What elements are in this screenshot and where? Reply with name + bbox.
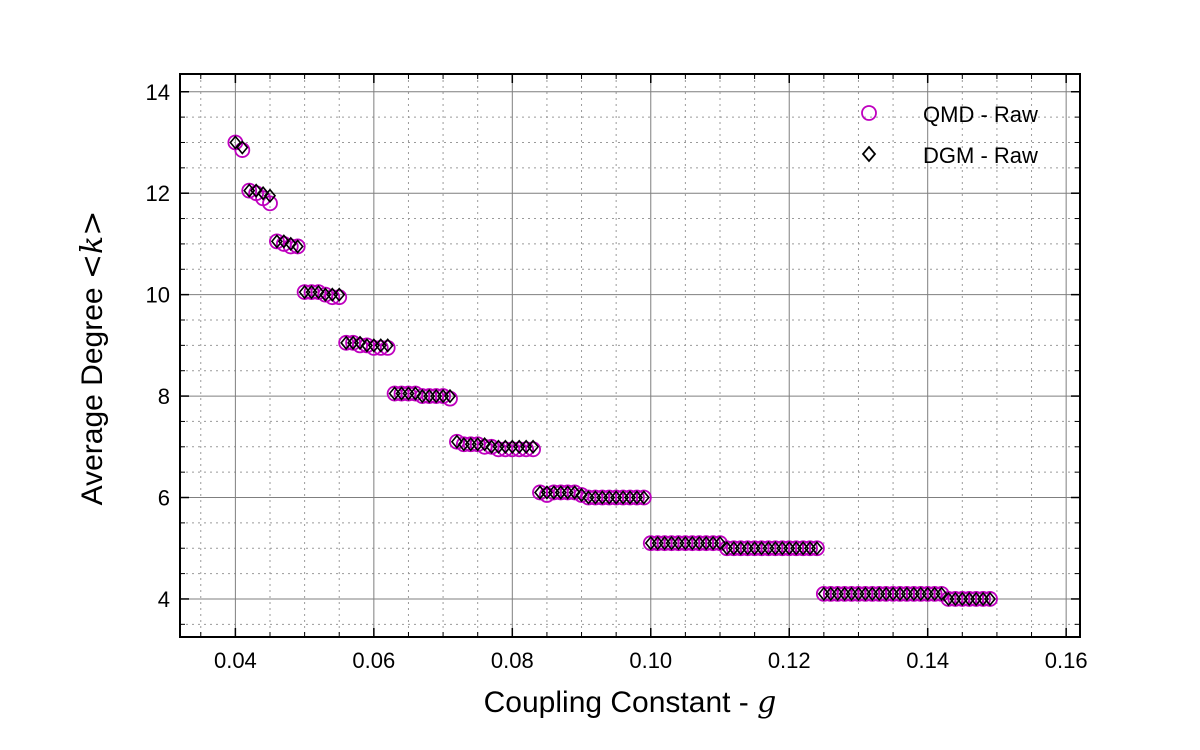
y-axis-title: Average Degree <k> bbox=[75, 211, 110, 506]
dgm-point bbox=[637, 490, 650, 505]
legend-qmd-marker bbox=[861, 105, 877, 121]
y-tick-label: 12 bbox=[146, 181, 170, 206]
legend: QMD - Raw DGM - Raw bbox=[861, 102, 1038, 168]
dgm-point bbox=[478, 437, 491, 452]
qmd-point bbox=[525, 441, 541, 458]
qmd-point bbox=[262, 195, 278, 212]
qmd-point bbox=[234, 142, 251, 158]
dgm-point bbox=[983, 591, 997, 607]
dgm-point bbox=[353, 335, 367, 351]
x-tick-label: 0.16 bbox=[1045, 648, 1088, 673]
qmd-point bbox=[518, 441, 535, 458]
dgm-point bbox=[810, 540, 823, 556]
dgm-point bbox=[443, 388, 457, 404]
qmd-point bbox=[331, 289, 348, 306]
x-tick-label: 0.14 bbox=[906, 648, 949, 673]
qmd-point bbox=[379, 339, 396, 356]
dgm-point bbox=[229, 135, 242, 150]
qmd-point bbox=[324, 289, 341, 306]
minor-grid bbox=[180, 74, 1080, 637]
qmd-point bbox=[372, 339, 389, 356]
dgm-point bbox=[312, 284, 325, 300]
dgm-point bbox=[277, 234, 290, 249]
x-tick-label: 0.04 bbox=[214, 648, 257, 673]
dgm-point bbox=[236, 140, 249, 155]
dgm-point bbox=[333, 287, 346, 302]
data-points bbox=[227, 134, 998, 607]
qmd-point bbox=[442, 390, 458, 407]
dgm-point bbox=[291, 239, 304, 254]
x-tick-label: 0.06 bbox=[352, 648, 395, 673]
dgm-point bbox=[575, 487, 588, 503]
dgm-point bbox=[263, 188, 277, 203]
x-tick-label: 0.12 bbox=[768, 648, 811, 673]
dgm-point bbox=[568, 485, 581, 500]
x-axis-title: Coupling Constant - g bbox=[484, 685, 777, 720]
legend-dgm-label: DGM - Raw bbox=[923, 143, 1038, 168]
legend-dgm-marker bbox=[861, 145, 877, 163]
dgm-point bbox=[381, 338, 394, 353]
x-tick-label: 0.10 bbox=[629, 648, 672, 673]
dgm-point bbox=[713, 535, 727, 551]
y-tick-label: 8 bbox=[158, 384, 170, 409]
dgm-point bbox=[409, 386, 422, 401]
dgm-point bbox=[257, 185, 270, 201]
tick-labels: 0.04 0.06 0.08 0.10 0.12 0.14 0.16 4 6 8 10 12 14 bbox=[146, 80, 1088, 673]
dgm-point bbox=[450, 434, 463, 449]
y-tick-label: 10 bbox=[146, 283, 170, 308]
dgm-point bbox=[284, 236, 297, 252]
y-tick-label: 14 bbox=[146, 80, 170, 105]
axis-ticks bbox=[180, 74, 1080, 637]
dgm-point bbox=[935, 586, 948, 602]
dgm-point bbox=[527, 439, 540, 455]
plot-frame bbox=[179, 73, 1081, 638]
y-tick-label: 6 bbox=[158, 486, 170, 511]
legend-qmd-label: QMD - Raw bbox=[923, 102, 1038, 127]
y-tick-label: 4 bbox=[158, 587, 170, 612]
dgm-point bbox=[250, 183, 263, 198]
x-tick-label: 0.08 bbox=[491, 648, 534, 673]
